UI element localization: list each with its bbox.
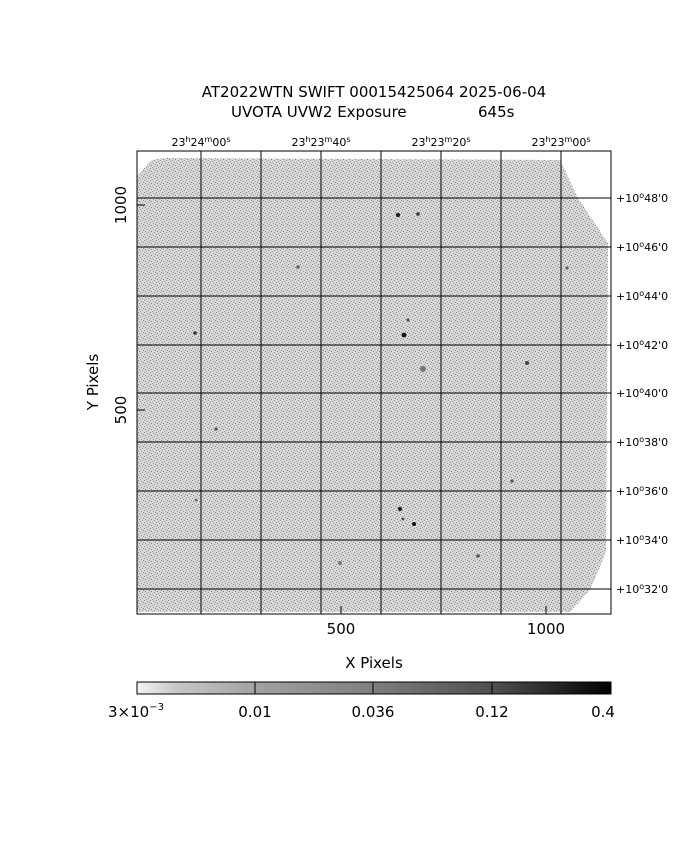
source-marker xyxy=(476,554,480,558)
dec-labels: +10o48'0 +10o46'0 +10o44'0 +10o42'0 +10o… xyxy=(616,191,668,596)
x-tick-label: 1000 xyxy=(527,620,565,638)
dec-label: +10o34'0 xyxy=(616,533,668,547)
plot-frame xyxy=(136,150,612,615)
source-marker xyxy=(397,506,403,512)
dec-label: +10o40'0 xyxy=(616,386,668,400)
ra-label: 23h23m00s xyxy=(531,135,590,149)
source-marker xyxy=(416,212,420,216)
y-tick-label: 1000 xyxy=(112,186,130,224)
source-marker xyxy=(338,561,342,565)
source-marker xyxy=(510,479,514,483)
ra-label: 23h23m40s xyxy=(291,135,350,149)
source-marker xyxy=(296,265,300,269)
source-marker xyxy=(412,522,416,526)
dec-label: +10o42'0 xyxy=(616,338,668,352)
y-axis-label: Y Pixels xyxy=(84,354,102,412)
chart-title: AT2022WTN SWIFT 00015425064 2025-06-04 xyxy=(202,83,546,101)
colorbar-gradient xyxy=(136,681,612,695)
source-marker xyxy=(565,266,569,270)
dec-label: +10o36'0 xyxy=(616,484,668,498)
ra-label: 23h24m00s xyxy=(171,135,230,149)
ra-labels: 23h24m00s 23h23m40s 23h23m20s 23h23m00s xyxy=(171,135,590,149)
source-marker xyxy=(401,517,405,521)
source-marker xyxy=(420,366,426,372)
coordinate-grid xyxy=(137,151,611,614)
exposure-image xyxy=(137,158,608,612)
colorbar-label: 0.01 xyxy=(238,703,271,721)
x-tick-label: 500 xyxy=(327,620,356,638)
exposure-time: 645s xyxy=(478,103,515,121)
dec-label: +10o46'0 xyxy=(616,240,668,254)
y-tick-label: 500 xyxy=(112,396,130,425)
source-marker xyxy=(395,212,401,218)
source-marker xyxy=(525,361,529,365)
x-ticks xyxy=(340,606,547,614)
source-marker xyxy=(193,331,197,335)
source-marker xyxy=(406,318,410,322)
y-ticks xyxy=(137,204,145,411)
dec-label: +10o38'0 xyxy=(616,435,668,449)
dec-label: +10o32'0 xyxy=(616,582,668,596)
colorbar-label: 0.4 xyxy=(591,703,615,721)
chart-subtitle: UVOTA UVW2 Exposure xyxy=(231,103,407,121)
dec-label: +10o48'0 xyxy=(616,191,668,205)
source-marker xyxy=(401,332,407,338)
colorbar: 3×10−3 0.01 0.036 0.12 0.4 xyxy=(108,681,615,721)
colorbar-label: 0.12 xyxy=(475,703,508,721)
source-marker xyxy=(214,427,218,431)
ra-label: 23h23m20s xyxy=(411,135,470,149)
dec-label: +10o44'0 xyxy=(616,289,668,303)
colorbar-label: 0.036 xyxy=(352,703,395,721)
x-axis-label: X Pixels xyxy=(345,654,403,672)
exposure-footprint xyxy=(137,158,608,612)
colorbar-label: 3×10−3 xyxy=(108,702,164,721)
source-marker xyxy=(194,498,198,502)
